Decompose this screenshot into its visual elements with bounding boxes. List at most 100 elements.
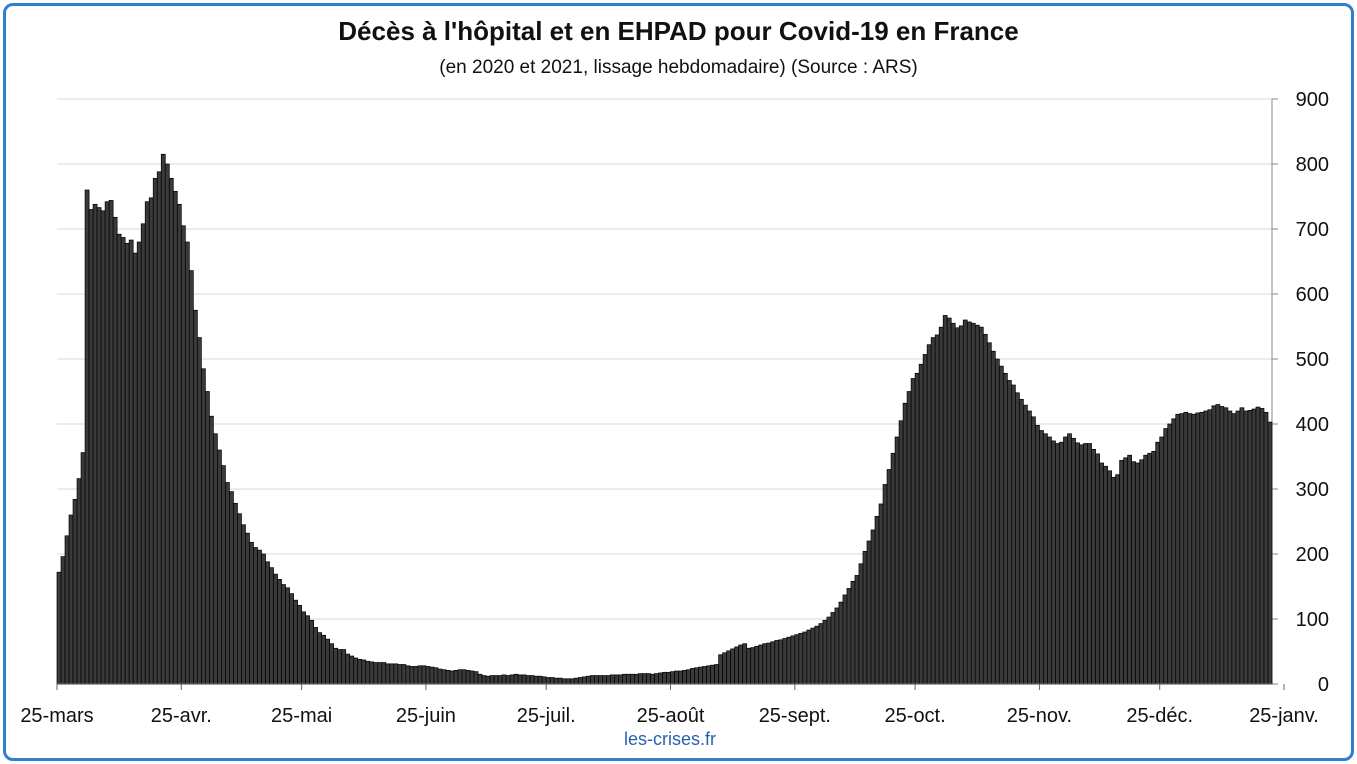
- bar: [337, 649, 343, 685]
- bar: [1163, 428, 1169, 685]
- bar: [237, 513, 242, 685]
- bar: [365, 660, 371, 685]
- bar: [794, 634, 800, 685]
- bar: [1047, 436, 1052, 685]
- bar: [970, 322, 976, 685]
- bar: [1083, 443, 1088, 685]
- bar: [698, 666, 703, 685]
- bar: [770, 641, 776, 685]
- bar: [990, 350, 996, 685]
- bar: [329, 643, 335, 685]
- bar: [120, 237, 126, 685]
- y-tick-label: 300: [1296, 479, 1329, 501]
- bar: [1183, 411, 1189, 685]
- bar: [726, 650, 732, 685]
- bar: [1091, 449, 1096, 685]
- bar: [493, 675, 499, 685]
- bar: [80, 452, 86, 685]
- bar: [96, 207, 102, 685]
- bar: [782, 638, 788, 685]
- bar: [1067, 433, 1072, 685]
- bar: [172, 190, 178, 685]
- bar: [261, 553, 266, 685]
- bar: [401, 664, 407, 685]
- bar: [962, 319, 968, 685]
- bar: [409, 666, 415, 685]
- bar: [509, 674, 515, 685]
- bar: [914, 372, 920, 685]
- bar: [333, 647, 339, 685]
- bar: [1131, 461, 1137, 685]
- bar: [1079, 444, 1084, 685]
- bar: [650, 673, 655, 685]
- bar: [806, 629, 812, 685]
- bar: [630, 673, 635, 685]
- bar: [1027, 410, 1032, 685]
- bar: [830, 612, 836, 685]
- bar: [573, 677, 579, 685]
- chart-subtitle: (en 2020 et 2021, lissage hebdomadaire) …: [439, 57, 918, 78]
- bar: [485, 675, 491, 685]
- bar: [734, 646, 740, 685]
- bar: [301, 611, 306, 685]
- bar: [441, 669, 447, 685]
- bar: [1203, 410, 1209, 685]
- bar: [1215, 404, 1221, 685]
- bar: [950, 322, 956, 685]
- bar: [477, 673, 483, 685]
- x-tick-label: 25-août: [637, 705, 705, 727]
- bar: [854, 575, 860, 685]
- bar: [196, 337, 202, 685]
- bar: [674, 670, 679, 685]
- bar: [918, 363, 924, 685]
- bar: [822, 619, 828, 685]
- bar: [946, 317, 952, 685]
- bar: [136, 241, 142, 685]
- bar: [389, 663, 395, 685]
- bar: [265, 561, 270, 685]
- bar: [497, 675, 503, 685]
- bar: [682, 669, 687, 685]
- bar: [1031, 416, 1036, 685]
- x-tick-label: 25-juin: [396, 705, 456, 727]
- bar: [321, 634, 327, 685]
- bar: [124, 242, 130, 685]
- bar: [754, 645, 760, 685]
- bar: [285, 587, 290, 685]
- bar: [217, 449, 222, 685]
- bar: [738, 644, 744, 685]
- bar: [1223, 407, 1229, 685]
- bar: [1002, 372, 1008, 685]
- bar: [1095, 453, 1100, 685]
- bar: [481, 675, 487, 685]
- bar: [1219, 406, 1225, 685]
- bar: [818, 623, 824, 685]
- bar: [469, 670, 475, 685]
- bar: [60, 556, 66, 685]
- x-tick-label: 25-déc.: [1126, 705, 1193, 727]
- bar: [1071, 437, 1076, 685]
- bar: [593, 675, 599, 685]
- bar: [890, 452, 896, 685]
- bar: [188, 270, 194, 685]
- bar: [353, 657, 359, 685]
- bar: [176, 203, 182, 685]
- bar: [184, 241, 190, 685]
- bar: [666, 671, 671, 685]
- bar: [413, 666, 419, 685]
- bar: [1075, 442, 1080, 685]
- bar: [930, 337, 936, 685]
- y-tick-label: 400: [1296, 414, 1329, 436]
- bar: [229, 491, 234, 685]
- bar: [537, 675, 543, 685]
- x-tick-label: 25-oct.: [885, 705, 946, 727]
- bar: [589, 675, 595, 685]
- bar: [894, 436, 900, 685]
- bar: [453, 669, 459, 685]
- bar: [152, 177, 158, 685]
- bar: [690, 668, 695, 685]
- bar: [168, 177, 174, 685]
- bar: [694, 667, 699, 685]
- bar: [1211, 405, 1217, 685]
